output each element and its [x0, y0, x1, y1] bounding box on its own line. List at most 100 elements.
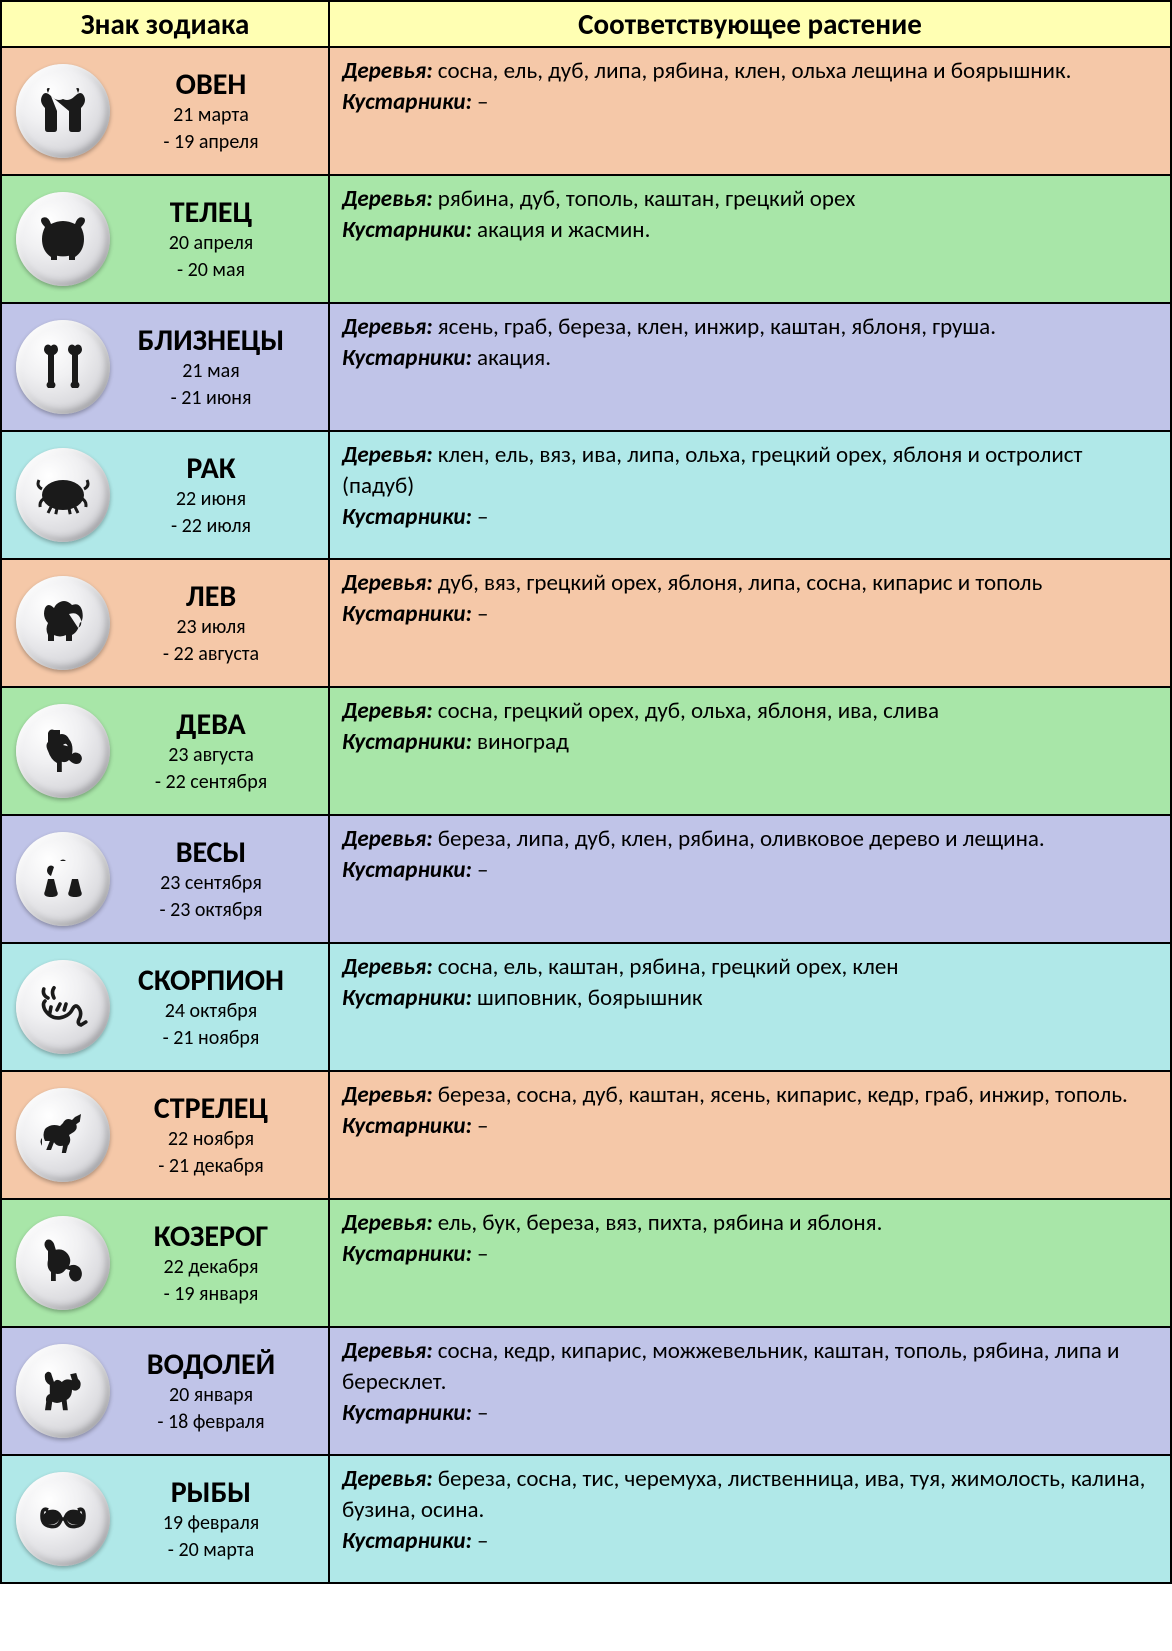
cancer-icon	[16, 448, 110, 542]
trees-text: береза, сосна, тис, черемуха, лиственниц…	[342, 1465, 1145, 1524]
shrubs-text: –	[472, 88, 489, 116]
trees-line: Деревья: береза, сосна, дуб, каштан, ясе…	[342, 1080, 1158, 1111]
capricorn-icon	[16, 1216, 110, 1310]
zodiac-table: Знак зодиака Соответствующее растение ОВ…	[0, 0, 1172, 1584]
taurus-icon	[16, 192, 110, 286]
plant-cell: Деревья: сосна, ель, дуб, липа, рябина, …	[329, 47, 1171, 175]
shrubs-text: акация.	[472, 344, 551, 372]
table-row: ТЕЛЕЦ20 апреля- 20 мая Деревья: рябина, д…	[1, 175, 1171, 303]
shrubs-label: Кустарники:	[342, 1399, 472, 1427]
sign-cell: ТЕЛЕЦ20 апреля- 20 мая	[1, 175, 329, 303]
sign-date-start: 23 июля	[110, 615, 312, 640]
shrubs-label: Кустарники:	[342, 344, 472, 372]
sign-name: КОЗЕРОГ	[110, 1220, 312, 1253]
sign-date-end: - 22 сентября	[110, 770, 312, 795]
trees-line: Деревья: береза, липа, дуб, клен, рябина…	[342, 824, 1158, 855]
sign-text: ЛЕВ23 июля- 22 августа	[110, 580, 318, 667]
shrubs-text: –	[472, 1240, 489, 1268]
plant-cell: Деревья: береза, липа, дуб, клен, рябина…	[329, 815, 1171, 943]
sign-name: ВОДОЛЕЙ	[110, 1348, 312, 1381]
plant-cell: Деревья: дуб, вяз, грецкий орех, яблоня,…	[329, 559, 1171, 687]
table-row: СКОРПИОН24 октября- 21 ноябряДеревья: со…	[1, 943, 1171, 1071]
sign-name: ЛЕВ	[110, 580, 312, 613]
header-plant: Соответствующее растение	[329, 1, 1171, 47]
trees-label: Деревья:	[342, 441, 433, 469]
sign-cell: РЫБЫ19 февраля- 20 марта	[1, 1455, 329, 1583]
sign-cell: ДЕВА23 августа- 22 сентября	[1, 687, 329, 815]
sign-date-start: 22 ноября	[110, 1127, 312, 1152]
shrubs-text: –	[472, 1112, 489, 1140]
trees-line: Деревья: сосна, кедр, кипарис, можжевель…	[342, 1336, 1158, 1398]
table-row: ВЕСЫ23 сентября- 23 октября Деревья: бере…	[1, 815, 1171, 943]
sign-text: ТЕЛЕЦ20 апреля- 20 мая	[110, 196, 318, 283]
trees-text: береза, липа, дуб, клен, рябина, оливков…	[433, 825, 1045, 853]
trees-text: сосна, ель, дуб, липа, рябина, клен, оль…	[433, 57, 1072, 85]
aquarius-icon	[16, 1344, 110, 1438]
shrubs-line: Кустарники: –	[342, 1398, 1158, 1429]
sign-cell: ВОДОЛЕЙ20 января- 18 февраля	[1, 1327, 329, 1455]
sign-cell: БЛИЗНЕЦЫ21 мая- 21 июня	[1, 303, 329, 431]
sign-text: СКОРПИОН24 октября- 21 ноября	[110, 964, 318, 1051]
libra-icon	[16, 832, 110, 926]
shrubs-line: Кустарники: –	[342, 1239, 1158, 1270]
sign-date-start: 20 апреля	[110, 231, 312, 256]
table-row: СТРЕЛЕЦ22 ноября- 21 декабря Деревья: бер…	[1, 1071, 1171, 1199]
plant-cell: Деревья: ясень, граб, береза, клен, инжи…	[329, 303, 1171, 431]
table-row: ДЕВА23 августа- 22 сентябряДеревья: сосн…	[1, 687, 1171, 815]
sign-name: РАК	[110, 452, 312, 485]
pisces-icon	[16, 1472, 110, 1566]
sign-date-end: - 21 июня	[110, 386, 312, 411]
table-row: БЛИЗНЕЦЫ21 мая- 21 июня Деревья: ясень, г…	[1, 303, 1171, 431]
trees-line: Деревья: рябина, дуб, тополь, каштан, гр…	[342, 184, 1158, 215]
shrubs-text: –	[472, 1399, 489, 1427]
trees-label: Деревья:	[342, 825, 433, 853]
sign-cell: ОВЕН21 марта- 19 апреля	[1, 47, 329, 175]
trees-line: Деревья: дуб, вяз, грецкий орех, яблоня,…	[342, 568, 1158, 599]
table-row: РАК22 июня- 22 июляДеревья: клен, ель, в…	[1, 431, 1171, 559]
sign-date-start: 21 марта	[110, 103, 312, 128]
plant-cell: Деревья: береза, сосна, дуб, каштан, ясе…	[329, 1071, 1171, 1199]
shrubs-text: –	[472, 503, 489, 531]
sign-date-end: - 23 октября	[110, 898, 312, 923]
sign-date-start: 21 мая	[110, 359, 312, 384]
trees-line: Деревья: ясень, граб, береза, клен, инжи…	[342, 312, 1158, 343]
virgo-icon	[16, 704, 110, 798]
trees-line: Деревья: сосна, ель, дуб, липа, рябина, …	[342, 56, 1158, 87]
sign-name: ТЕЛЕЦ	[110, 196, 312, 229]
sign-name: ВЕСЫ	[110, 836, 312, 869]
shrubs-line: Кустарники: шиповник, боярышник	[342, 983, 1158, 1014]
shrubs-text: шиповник, боярышник	[472, 984, 703, 1012]
trees-label: Деревья:	[342, 1337, 433, 1365]
shrubs-line: Кустарники: –	[342, 1111, 1158, 1142]
trees-label: Деревья:	[342, 313, 433, 341]
sign-text: КОЗЕРОГ22 декабря- 19 января	[110, 1220, 318, 1307]
trees-label: Деревья:	[342, 57, 433, 85]
sign-date-start: 19 февраля	[110, 1511, 312, 1536]
sign-cell: РАК22 июня- 22 июля	[1, 431, 329, 559]
trees-label: Деревья:	[342, 953, 433, 981]
sign-text: РЫБЫ19 февраля- 20 марта	[110, 1476, 318, 1563]
shrubs-text: виноград	[472, 728, 569, 756]
shrubs-line: Кустарники: –	[342, 1526, 1158, 1557]
table-row: ОВЕН21 марта- 19 апреля Деревья: сосна, е…	[1, 47, 1171, 175]
trees-line: Деревья: береза, сосна, тис, черемуха, л…	[342, 1464, 1158, 1526]
sign-text: СТРЕЛЕЦ22 ноября- 21 декабря	[110, 1092, 318, 1179]
shrubs-line: Кустарники: –	[342, 87, 1158, 118]
sign-text: ОВЕН21 марта- 19 апреля	[110, 68, 318, 155]
header-sign: Знак зодиака	[1, 1, 329, 47]
trees-label: Деревья:	[342, 1209, 433, 1237]
sign-date-end: - 19 апреля	[110, 130, 312, 155]
shrubs-label: Кустарники:	[342, 503, 472, 531]
shrubs-line: Кустарники: акация и жасмин.	[342, 215, 1158, 246]
sign-date-start: 23 сентября	[110, 871, 312, 896]
trees-text: дуб, вяз, грецкий орех, яблоня, липа, со…	[433, 569, 1043, 597]
plant-cell: Деревья: сосна, кедр, кипарис, можжевель…	[329, 1327, 1171, 1455]
shrubs-text: акация и жасмин.	[472, 216, 651, 244]
table-row: РЫБЫ19 февраля- 20 марта Деревья: береза,…	[1, 1455, 1171, 1583]
sign-date-start: 22 декабря	[110, 1255, 312, 1280]
header-row: Знак зодиака Соответствующее растение	[1, 1, 1171, 47]
shrubs-line: Кустарники: виноград	[342, 727, 1158, 758]
shrubs-line: Кустарники: –	[342, 855, 1158, 886]
sign-date-end: - 22 июля	[110, 514, 312, 539]
shrubs-label: Кустарники:	[342, 1240, 472, 1268]
